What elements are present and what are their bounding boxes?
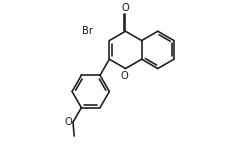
Text: O: O <box>122 3 129 13</box>
Text: Br: Br <box>82 26 93 36</box>
Text: O: O <box>121 71 128 81</box>
Text: O: O <box>64 117 72 127</box>
